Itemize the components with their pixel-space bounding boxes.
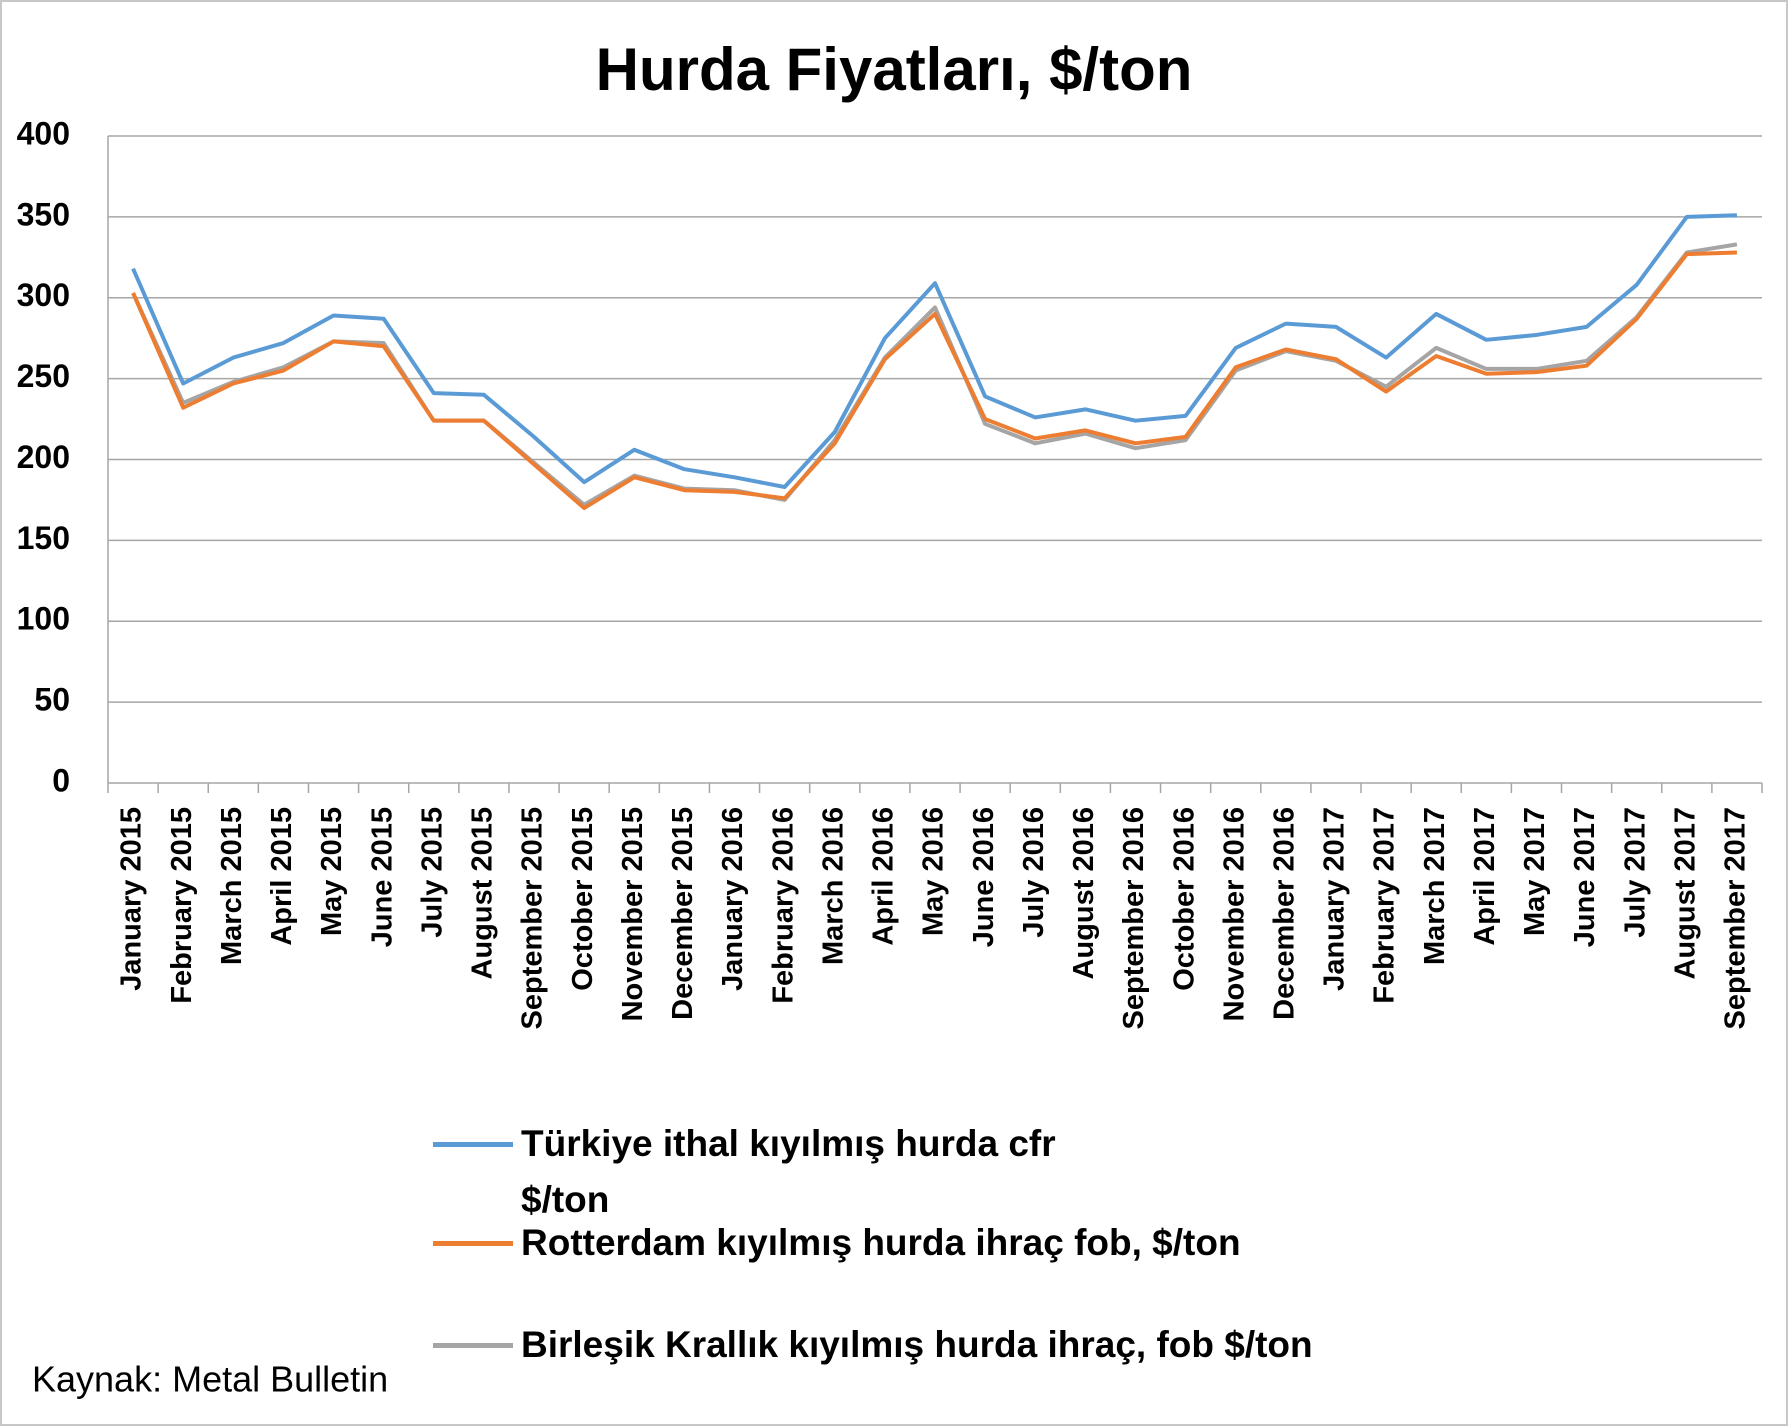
x-tick-label: January 2015: [116, 807, 148, 991]
x-tick-label: November 2016: [1218, 807, 1250, 1021]
legend-item: Rotterdam kıyılmış hurda ihraç fob, $/to…: [433, 1215, 1241, 1271]
legend-swatch: [433, 1343, 513, 1348]
x-tick-label: May 2016: [918, 807, 950, 936]
x-tick-label: September 2015: [517, 807, 549, 1029]
x-tick-label: June 2015: [366, 807, 398, 947]
legend-swatch: [433, 1142, 513, 1147]
x-tick-label: April 2017: [1469, 807, 1501, 946]
legend-label: Birleşik Krallık kıyılmış hurda ihraç, f…: [521, 1324, 1313, 1365]
x-tick-label: July 2015: [416, 807, 448, 938]
chart-title: Hurda Fiyatları, $/ton: [596, 36, 1193, 103]
x-tick-label: March 2015: [216, 807, 248, 965]
x-tick-label: August 2015: [467, 807, 499, 979]
x-tick-label: March 2017: [1419, 807, 1451, 965]
x-tick-label: February 2016: [767, 807, 799, 1004]
y-tick-label: 300: [17, 277, 70, 313]
y-tick-label: 0: [52, 762, 70, 798]
x-tick-label: October 2016: [1168, 807, 1200, 991]
x-tick-label: December 2016: [1269, 807, 1301, 1020]
x-tick-label: May 2017: [1519, 807, 1551, 936]
x-tick-label: December 2015: [667, 807, 699, 1020]
x-tick-label: June 2016: [968, 807, 1000, 947]
legend-item: Türkiye ithal kıyılmış hurda cfr $/ton: [433, 1116, 1061, 1228]
x-tick-label: September 2016: [1118, 807, 1150, 1029]
legend-label: Rotterdam kıyılmış hurda ihraç fob, $/to…: [521, 1222, 1241, 1263]
y-tick-label: 350: [17, 196, 70, 232]
x-tick-label: August 2016: [1068, 807, 1100, 979]
y-tick-label: 50: [34, 682, 70, 718]
y-tick-label: 150: [17, 520, 70, 556]
y-tick-label: 100: [17, 601, 70, 637]
x-tick-label: March 2016: [817, 807, 849, 965]
x-tick-label: November 2015: [617, 807, 649, 1021]
legend-label: Türkiye ithal kıyılmış hurda cfr $/ton: [521, 1123, 1056, 1220]
source: Kaynak: Metal Bulletin: [32, 1359, 388, 1400]
y-tick-label: 250: [17, 358, 70, 394]
legend-swatch: [433, 1241, 513, 1246]
x-tick-label: July 2016: [1018, 807, 1050, 938]
x-tick-label: September 2017: [1720, 807, 1752, 1029]
legend-item: Birleşik Krallık kıyılmış hurda ihraç, f…: [433, 1317, 1313, 1373]
y-tick-label: 400: [17, 115, 70, 151]
x-tick-label: June 2017: [1569, 807, 1601, 947]
x-tick-label: January 2017: [1319, 807, 1351, 991]
x-tick-label: August 2017: [1669, 807, 1701, 979]
x-tick-label: July 2017: [1619, 807, 1651, 938]
x-tick-label: April 2015: [266, 807, 298, 946]
series-line: [131, 213, 1738, 489]
x-tick-label: April 2016: [868, 807, 900, 946]
series-line: [131, 250, 1738, 511]
x-tick-label: February 2017: [1369, 807, 1401, 1004]
x-tick-label: May 2015: [316, 807, 348, 936]
y-tick-label: 200: [17, 439, 70, 475]
x-tick-label: October 2015: [567, 807, 599, 991]
x-tick-label: February 2015: [166, 807, 198, 1004]
x-tick-label: January 2016: [717, 807, 749, 991]
